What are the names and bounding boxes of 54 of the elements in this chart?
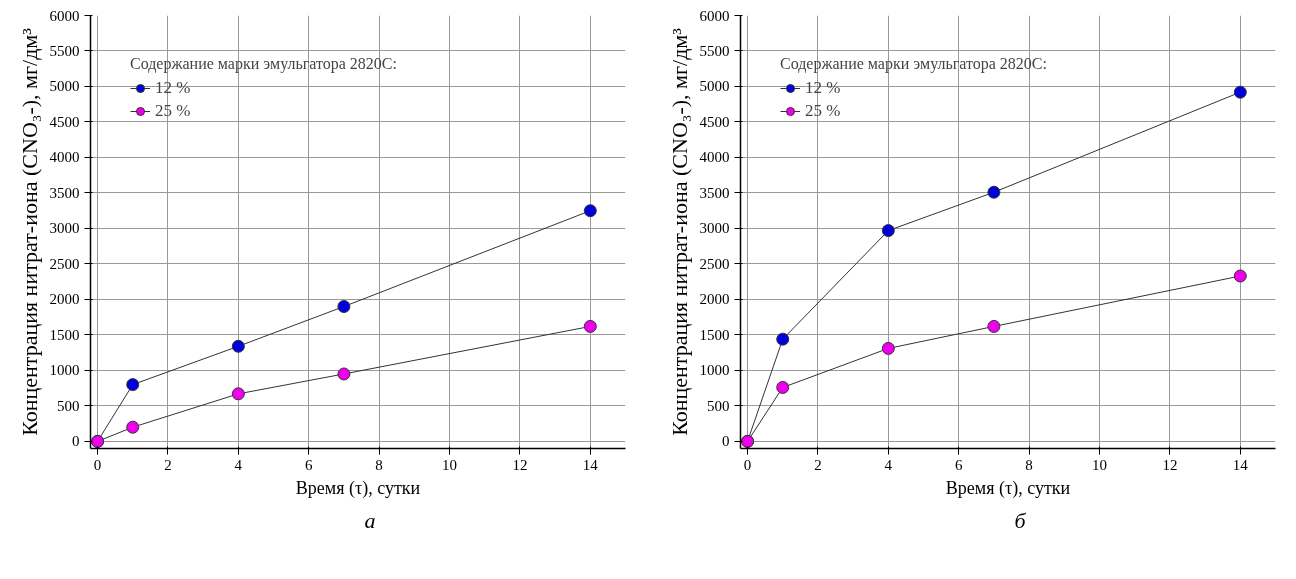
y-tick-label: 4000 bbox=[699, 149, 730, 166]
y-tick-label: 6000 bbox=[49, 7, 80, 24]
legend-label: 25 % bbox=[805, 101, 841, 121]
y-tick-label: 6000 bbox=[699, 7, 730, 24]
y-tick-label: 5000 bbox=[699, 78, 730, 95]
y-tick-label: 1000 bbox=[699, 362, 730, 379]
y-tick-label: 4500 bbox=[49, 113, 80, 130]
legend-label: 12 % bbox=[155, 78, 191, 98]
y-tick-label: 0 bbox=[72, 433, 80, 450]
y-tick-label: 1000 bbox=[49, 362, 80, 379]
y-tick-label: 2000 bbox=[49, 291, 80, 308]
x-tick-label: 6 bbox=[954, 456, 963, 473]
y-tick-label: 3000 bbox=[49, 220, 80, 237]
y-axis-title: Концентрация нитрат-иона (CNO₃-), мг/дм³ bbox=[16, 27, 42, 436]
text: а bbox=[364, 507, 376, 535]
x-tick-label: 0 bbox=[743, 456, 752, 473]
legend-label: 25 % bbox=[155, 101, 191, 121]
x-axis-title: Время (τ), сутки bbox=[295, 477, 421, 499]
x-tick-label: 6 bbox=[304, 456, 313, 473]
y-tick-label: 3000 bbox=[699, 220, 730, 237]
legend-title: Содержание марки эмульгатора 2820С: bbox=[130, 55, 397, 73]
y-tick-label: 3500 bbox=[49, 184, 80, 201]
legend-label: 12 % bbox=[805, 78, 841, 98]
y-tick-label: 2500 bbox=[699, 255, 730, 272]
x-tick-label: 10 bbox=[1092, 456, 1108, 473]
x-tick-label: 8 bbox=[1025, 456, 1033, 473]
x-tick-label: 10 bbox=[442, 456, 458, 473]
y-tick-label: 4500 bbox=[699, 113, 730, 130]
y-tick-label: 5000 bbox=[49, 78, 80, 95]
y-tick-label: 4000 bbox=[49, 149, 80, 166]
y-tick-label: 0 bbox=[722, 433, 730, 450]
legend-title: Содержание марки эмульгатора 2820С: bbox=[780, 55, 1047, 73]
y-axis-title: Концентрация нитрат-иона (CNO₃-), мг/дм³ bbox=[666, 27, 692, 436]
y-tick-label: 5500 bbox=[699, 42, 730, 59]
x-tick-label: 0 bbox=[93, 456, 102, 473]
y-tick-label: 5500 bbox=[49, 42, 80, 59]
y-tick-label: 1500 bbox=[699, 326, 730, 343]
y-tick-label: 500 bbox=[707, 397, 730, 414]
y-tick-label: 2000 bbox=[699, 291, 730, 308]
y-tick-label: 500 bbox=[57, 397, 80, 414]
x-axis-title: Время (τ), сутки bbox=[945, 477, 1071, 499]
y-tick-label: 1500 bbox=[49, 326, 80, 343]
x-tick-label: 2 bbox=[164, 456, 172, 473]
x-tick-label: 8 bbox=[375, 456, 383, 473]
y-tick-label: 2500 bbox=[49, 255, 80, 272]
y-tick-label: 3500 bbox=[699, 184, 730, 201]
x-tick-label: 2 bbox=[814, 456, 822, 473]
x-tick-label: 4 bbox=[884, 456, 893, 473]
x-tick-label: 14 bbox=[582, 456, 599, 473]
x-tick-label: 14 bbox=[1232, 456, 1249, 473]
x-tick-label: 4 bbox=[234, 456, 243, 473]
text: б bbox=[1014, 507, 1026, 535]
x-tick-label: 12 bbox=[512, 456, 528, 473]
x-tick-label: 12 bbox=[1162, 456, 1178, 473]
